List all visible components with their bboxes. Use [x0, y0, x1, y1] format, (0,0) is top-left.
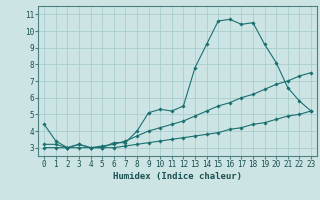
X-axis label: Humidex (Indice chaleur): Humidex (Indice chaleur)	[113, 172, 242, 181]
